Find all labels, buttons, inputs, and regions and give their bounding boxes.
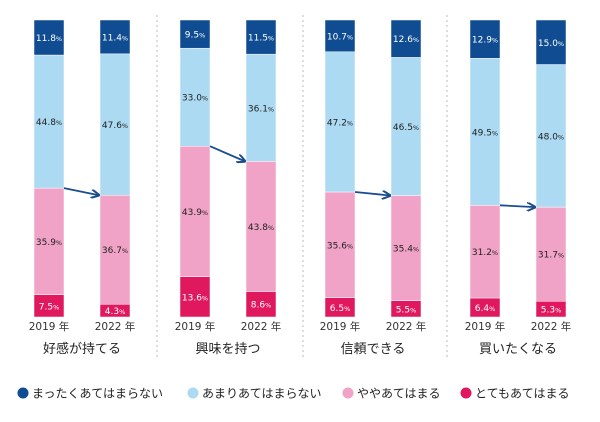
bar-segment [324, 19, 356, 53]
trend-arrow [63, 187, 99, 195]
bar-group: 13.6% 43.9% 33.0% 9.5% 2019 年 8.6% 43.8% 36.1% 1… [175, 19, 282, 357]
legend-label: まったくあてはまらない [32, 387, 163, 401]
year-label: 2022 年 [531, 320, 572, 333]
year-label: 2019 年 [175, 320, 216, 333]
data-label: 15.0% [538, 39, 564, 49]
data-label: 31.2% [472, 248, 498, 258]
legend: まったくあてはまらない あまりあてはまらない ややあてはまる とてもあてはまる [17, 387, 570, 401]
legend-item: あまりあてはまらない [187, 387, 322, 401]
bar-segment [245, 291, 277, 318]
year-label: 2019 年 [465, 320, 506, 333]
data-label: 8.6% [251, 301, 272, 311]
bar-segment [390, 19, 422, 58]
bar-segment [469, 19, 501, 59]
year-label: 2019 年 [320, 320, 361, 333]
bar-segment [390, 57, 422, 196]
data-label: 36.1% [248, 104, 274, 114]
bar-segment [33, 54, 65, 189]
bar-segment [99, 19, 131, 55]
data-label: 33.0% [182, 94, 208, 104]
bar-segment [390, 195, 422, 301]
bar-segment [469, 205, 501, 299]
legend-item: まったくあてはまらない [17, 387, 163, 401]
legend-item: とてもあてはまる [460, 387, 570, 401]
bar-segment [99, 53, 131, 196]
legend-marker-icon [460, 387, 472, 399]
bar-segment [99, 194, 131, 305]
data-label: 36.7% [102, 246, 128, 256]
legend-marker-icon [187, 387, 199, 399]
data-label: 35.6% [327, 241, 353, 251]
data-label: 31.7% [538, 251, 564, 261]
data-label: 43.8% [248, 223, 274, 233]
bar-group: 6.5% 35.6% 47.2% 10.7% 2019 年 5.5% 35.4% 46.5% 1… [320, 19, 427, 357]
bar-segment [245, 19, 277, 55]
year-label: 2019 年 [29, 320, 70, 333]
bar-segment [179, 19, 211, 49]
group-label: 好感が持てる [43, 341, 121, 357]
legend-label: ややあてはまる [357, 387, 441, 401]
legend-label: とてもあてはまる [475, 387, 570, 401]
data-label: 44.8% [36, 118, 62, 128]
data-label: 10.7% [327, 32, 353, 42]
data-label: 5.5% [396, 305, 417, 315]
data-label: 47.2% [327, 118, 353, 128]
year-label: 2022 年 [386, 320, 427, 333]
bar-segment [179, 47, 211, 147]
legend-marker-icon [17, 387, 29, 399]
trend-arrow [499, 205, 535, 207]
data-label: 46.5% [393, 123, 419, 133]
bar-segment [324, 51, 356, 193]
data-label: 9.5% [185, 31, 206, 41]
group-label: 信頼できる [341, 342, 406, 357]
bar-segment [33, 187, 65, 295]
data-label: 43.9% [182, 208, 208, 218]
bar-group: 6.4% 31.2% 49.5% 12.9% 2019 年 5.3% 31.7% 48.0% 1… [465, 19, 572, 357]
data-label: 13.6% [182, 293, 208, 303]
data-label: 11.8% [36, 34, 62, 44]
data-label: 49.5% [472, 128, 498, 138]
group-label: 買いたくなる [479, 342, 557, 357]
bar-segment [179, 145, 211, 277]
bar-segment [33, 19, 65, 56]
data-label: 12.6% [393, 35, 419, 45]
bar-group: 7.5% 35.9% 44.8% 11.8% 2019 年 4.3% 36.7% 47.6% 1… [29, 19, 136, 357]
bar-segment [469, 58, 501, 206]
bar-segment [535, 64, 567, 208]
bar-segment [324, 191, 356, 298]
trend-arrow [209, 145, 245, 161]
year-label: 2022 年 [95, 320, 136, 333]
data-label: 5.3% [541, 306, 562, 316]
legend-item: ややあてはまる [342, 387, 441, 401]
data-label: 35.4% [393, 245, 419, 255]
data-label: 4.3% [105, 307, 126, 317]
trend-arrow [354, 192, 390, 196]
data-label: 6.5% [330, 304, 351, 314]
legend-label: あまりあてはまらない [202, 387, 322, 401]
legend-marker-icon [342, 387, 354, 399]
group-label: 興味を持つ [195, 342, 260, 357]
bar-segment [245, 53, 277, 162]
data-label: 7.5% [39, 302, 60, 312]
data-label: 6.4% [475, 304, 496, 314]
data-label: 48.0% [538, 132, 564, 142]
data-label: 35.9% [36, 238, 62, 248]
data-label: 11.4% [102, 33, 128, 43]
year-label: 2022 年 [241, 320, 282, 333]
bar-segment [245, 161, 277, 292]
bar-segment [535, 19, 567, 65]
data-label: 11.5% [248, 34, 274, 44]
data-label: 12.9% [472, 36, 498, 46]
data-label: 47.6% [102, 121, 128, 131]
